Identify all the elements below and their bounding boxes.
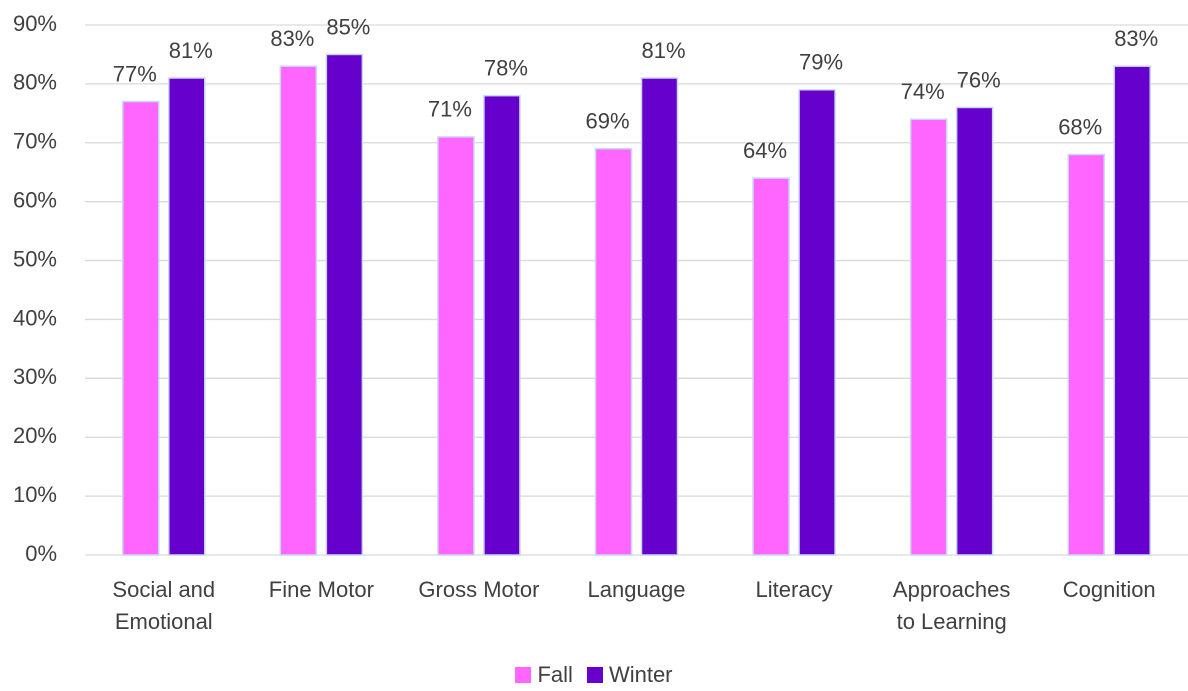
bar — [1113, 65, 1151, 556]
bar — [752, 177, 790, 556]
data-label: 69% — [585, 108, 629, 133]
data-label: 83% — [270, 26, 314, 51]
y-tick-label: 60% — [13, 187, 57, 212]
data-label: 78% — [484, 55, 528, 80]
x-tick-label: Literacy — [755, 577, 833, 602]
y-tick-label: 80% — [13, 70, 57, 95]
bar — [909, 118, 948, 556]
data-label: 81% — [169, 38, 213, 63]
bar — [122, 100, 160, 556]
bar — [437, 136, 475, 556]
y-tick-label: 90% — [13, 11, 57, 36]
bar — [483, 94, 521, 556]
y-tick-label: 70% — [13, 129, 57, 154]
y-tick-label: 10% — [13, 482, 57, 507]
data-label: 85% — [326, 14, 370, 39]
bar — [955, 106, 994, 556]
y-tick-label: 0% — [25, 541, 57, 566]
x-tick-label: Fine Motor — [268, 577, 374, 602]
y-tick-label: 20% — [13, 423, 57, 448]
y-tick-label: 50% — [13, 246, 57, 271]
data-label: 77% — [113, 61, 157, 86]
bar — [798, 89, 836, 556]
legend-item: Fall — [515, 662, 573, 688]
data-label: 74% — [901, 79, 945, 104]
data-label: 68% — [1058, 114, 1102, 139]
y-tick-label: 30% — [13, 364, 57, 389]
data-label: 83% — [1114, 26, 1158, 51]
legend-label: Fall — [537, 662, 573, 687]
x-tick-label: Gross Motor — [418, 577, 540, 602]
bar — [168, 77, 206, 556]
legend-label: Winter — [608, 662, 673, 687]
x-tick-label: Cognition — [1062, 577, 1156, 602]
y-tick-label: 40% — [13, 305, 57, 330]
bar — [1067, 153, 1105, 556]
data-label: 71% — [428, 97, 472, 122]
bar — [594, 147, 633, 556]
data-label: 81% — [641, 38, 685, 63]
bar — [279, 65, 318, 556]
x-tick-label: Approaches to Learning — [892, 577, 1011, 634]
bar — [640, 77, 679, 556]
legend: Fall Winter — [0, 662, 1188, 688]
x-tick-label: Language — [587, 577, 686, 602]
data-label: 79% — [799, 50, 843, 75]
legend-item: Winter — [586, 662, 673, 688]
legend-swatch — [586, 667, 603, 683]
data-label: 76% — [957, 67, 1001, 92]
x-tick-label: Social and Emotional — [112, 577, 216, 634]
data-label: 64% — [743, 138, 787, 163]
bar — [325, 53, 364, 556]
legend-swatch — [515, 667, 532, 683]
